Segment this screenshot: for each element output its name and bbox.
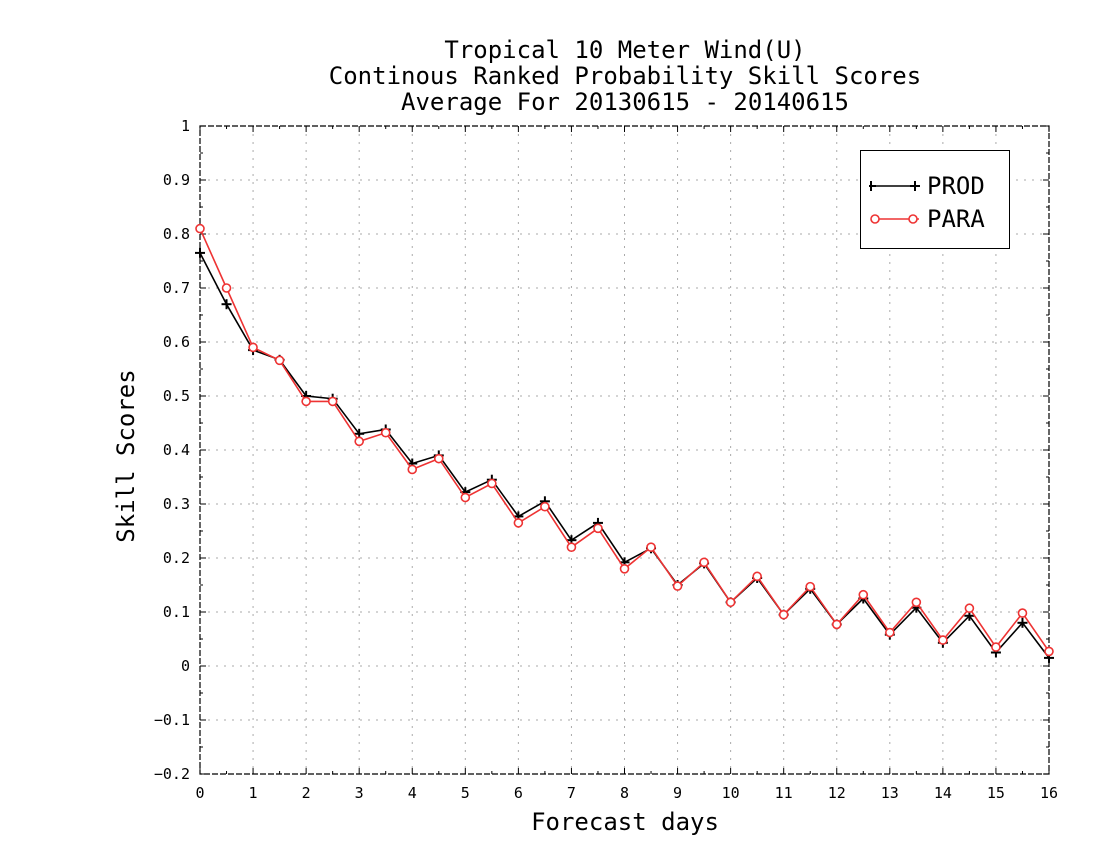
data-point-para (991, 642, 1001, 652)
data-point-para (858, 589, 869, 600)
legend-label-para: PARA (927, 205, 985, 233)
data-point-para (195, 223, 205, 234)
data-point-para (885, 627, 895, 638)
data-point-para (699, 557, 709, 568)
chart-title-line-2: Continous Ranked Probability Skill Score… (328, 62, 922, 90)
x-tick-label: 5 (461, 784, 470, 802)
y-tick-label: 0.7 (163, 279, 190, 297)
y-tick-label: −0.1 (154, 711, 190, 729)
y-tick-label: 0.3 (163, 495, 190, 513)
x-tick-label: 12 (828, 784, 846, 802)
data-point-prod (221, 299, 232, 310)
legend-swatch-para (870, 214, 919, 224)
chart-title-line-1: Tropical 10 Meter Wind(U) (444, 36, 806, 64)
data-point-para (593, 523, 603, 534)
data-point-para (646, 542, 656, 553)
y-tick-label: 0 (181, 657, 190, 675)
data-point-para (831, 619, 842, 630)
y-tick-label: 0.4 (163, 441, 190, 459)
data-point-para (274, 355, 285, 366)
x-tick-label: 4 (408, 784, 417, 802)
legend: PROD PARA (860, 150, 1010, 249)
data-point-para (248, 342, 258, 353)
data-point-prod (195, 247, 205, 258)
data-point-para (1017, 608, 1028, 618)
data-point-para (725, 597, 736, 608)
data-point-para (380, 427, 391, 438)
data-point-para (1044, 646, 1054, 657)
y-tick-label: 0.8 (163, 225, 190, 243)
data-point-para (911, 597, 922, 608)
x-tick-label: 14 (934, 784, 952, 802)
data-point-para (752, 571, 762, 582)
y-tick-label: 0.9 (163, 171, 190, 189)
legend-swatch-prod (869, 181, 920, 191)
y-tick-label: −0.2 (154, 765, 190, 783)
data-point-para (487, 478, 497, 489)
data-point-para (778, 609, 789, 620)
data-point-para (354, 436, 364, 447)
data-point-para (301, 396, 311, 407)
x-tick-label: 11 (775, 784, 793, 802)
data-point-para (433, 453, 444, 464)
data-point-prod (1017, 617, 1028, 628)
data-point-para (407, 464, 418, 475)
y-tick-label: 0.5 (163, 387, 190, 405)
legend-item-para: PARA (869, 204, 985, 234)
x-tick-label: 0 (195, 784, 204, 802)
data-point-para (460, 492, 471, 503)
x-axis-label: Forecast days (531, 808, 719, 836)
y-tick-label: 0.1 (163, 603, 190, 621)
x-tick-label: 3 (355, 784, 364, 802)
data-point-para (221, 283, 232, 293)
data-point-para (540, 501, 550, 512)
data-point-para (619, 563, 630, 574)
x-tick-label: 2 (302, 784, 311, 802)
x-tick-label: 9 (673, 784, 682, 802)
x-tick-label: 10 (722, 784, 740, 802)
x-tick-label: 8 (620, 784, 629, 802)
x-tick-label: 16 (1040, 784, 1058, 802)
data-point-para (964, 603, 975, 614)
y-axis-label: Skill Scores (112, 369, 140, 543)
data-point-para (566, 542, 577, 553)
y-tick-label: 1 (181, 117, 190, 135)
y-tick-label: 0.2 (163, 549, 190, 567)
chart-title-line-3: Average For 20130615 - 20140615 (401, 88, 849, 116)
legend-item-prod: PROD (869, 171, 985, 201)
x-tick-label: 6 (514, 784, 523, 802)
x-tick-label: 13 (881, 784, 899, 802)
data-point-para (938, 635, 948, 645)
legend-label-prod: PROD (927, 172, 985, 200)
x-tick-label: 15 (987, 784, 1005, 802)
data-point-para (805, 581, 816, 592)
data-point-para (672, 581, 683, 591)
data-point-para (513, 518, 524, 528)
y-tick-label: 0.6 (163, 333, 190, 351)
x-tick-label: 7 (567, 784, 576, 802)
data-point-para (327, 396, 338, 407)
x-tick-label: 1 (249, 784, 258, 802)
